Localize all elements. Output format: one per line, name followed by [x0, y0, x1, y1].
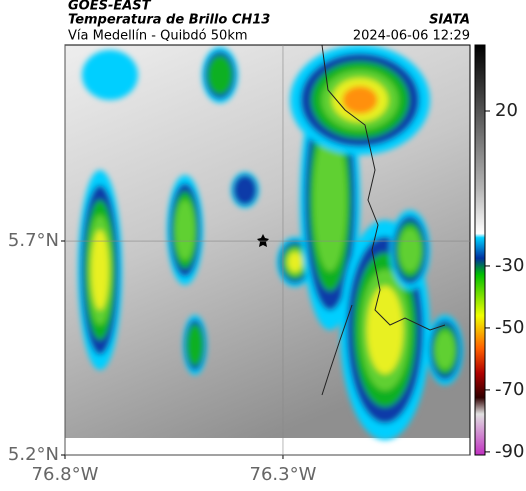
colorbar [474, 44, 486, 456]
x-tick-label: 76.3°W [250, 464, 317, 485]
cloud [399, 228, 421, 272]
cloud [233, 174, 257, 206]
y-tick-label: 5.7°N [8, 230, 59, 251]
datetime: 2024-06-06 12:29 [353, 29, 470, 44]
cloud [175, 199, 195, 261]
cloud [207, 55, 233, 95]
marker [257, 234, 269, 247]
satellite: GOES-EAST [68, 0, 152, 14]
map-image [65, 45, 470, 455]
org: SIATA [429, 13, 470, 28]
cloud [91, 230, 109, 310]
subtitle: Vía Medellín - Quibdó 50km [68, 29, 248, 44]
cloud [342, 86, 378, 114]
cloud [82, 50, 138, 100]
colorbar-label: -70 [495, 379, 524, 400]
colorbar-label: 20 [495, 100, 518, 121]
cloud [435, 330, 455, 370]
cloud [287, 252, 303, 272]
y-tick-label: 5.2°N [8, 444, 59, 465]
title: Temperatura de Brillo CH13 [68, 13, 270, 28]
colorbar-label: -90 [495, 441, 524, 462]
x-tick-label: 76.8°W [32, 464, 99, 485]
colorbar-label: -30 [495, 255, 524, 276]
colorbar-label: -50 [495, 317, 524, 338]
cloud [367, 286, 403, 374]
cloud [313, 128, 347, 272]
cloud [186, 324, 204, 366]
